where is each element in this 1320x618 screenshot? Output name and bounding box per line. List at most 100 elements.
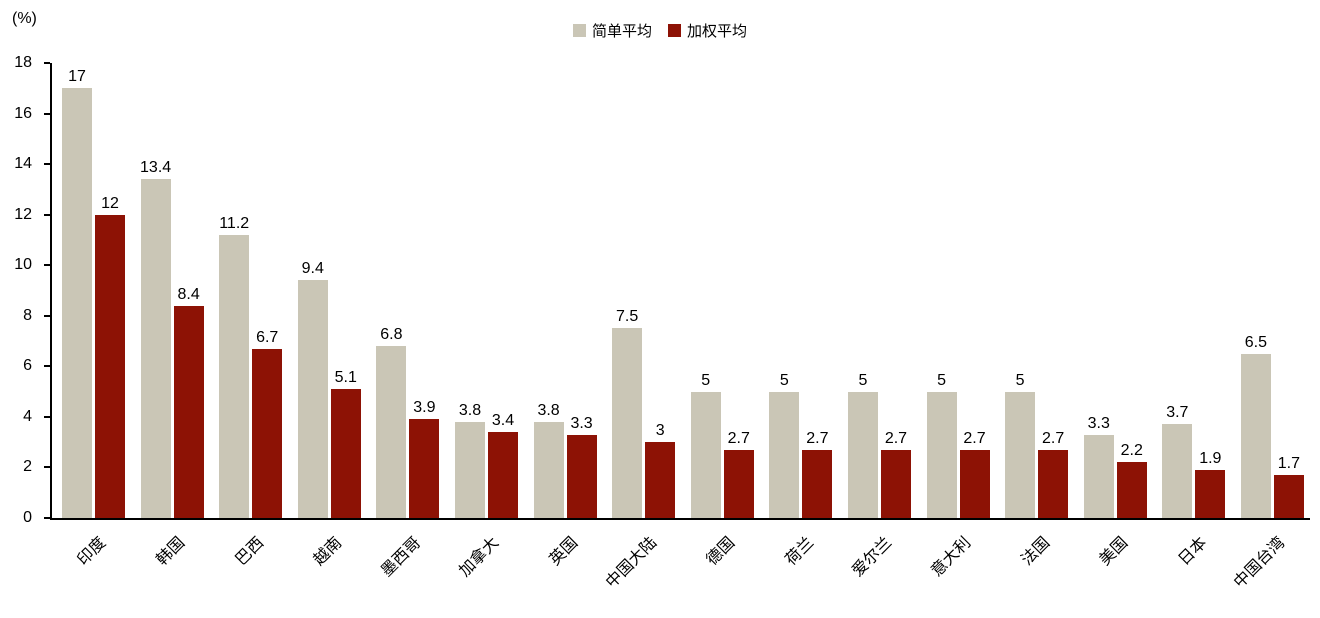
y-axis-labels: 0 2 4 6 8 10 12 14 16 18 (0, 54, 40, 526)
legend-marker-icon (572, 24, 586, 37)
value-label: 5 (1015, 371, 1025, 389)
bar-group: 5 2.7 德国 (690, 63, 754, 569)
y-tick-label: 14 (14, 155, 32, 173)
bar-column: 1.9 (1195, 63, 1226, 518)
value-label: 3.4 (491, 412, 515, 430)
bar-group: 3.7 1.9 日本 (1162, 63, 1226, 569)
bar (219, 234, 250, 518)
y-tick-label: 18 (14, 54, 32, 71)
y-axis-tick (44, 466, 50, 469)
bar (1240, 353, 1271, 518)
value-label: 2.7 (1042, 429, 1065, 447)
bar-group: 13.4 8.4 韩国 (140, 63, 204, 569)
value-label: 3 (655, 422, 665, 440)
bar (487, 432, 518, 518)
bar (926, 391, 957, 518)
bar-group: 9.4 5.1 越南 (297, 63, 361, 569)
y-axis-tick (44, 62, 50, 64)
y-axis-tick (44, 314, 50, 317)
y-axis-tick (44, 517, 50, 519)
value-label: 2.7 (727, 429, 750, 447)
bar-group: 3.8 3.3 英国 (533, 63, 597, 569)
value-label: 2.7 (806, 429, 829, 447)
bar (690, 391, 721, 518)
bar-column: 2.7 (959, 63, 990, 518)
bar-column: 8.4 (173, 63, 204, 518)
bar (847, 391, 878, 518)
value-label: 6.5 (1244, 333, 1268, 351)
value-label: 3.7 (1166, 404, 1189, 422)
bar-column: 7.5 (612, 63, 643, 518)
bar-column: 2.7 (880, 63, 911, 518)
value-label: 6.8 (380, 326, 403, 344)
bar-group: 5 2.7 法国 (1005, 63, 1069, 569)
value-label: 13.4 (140, 159, 172, 177)
value-label: 5 (937, 371, 946, 389)
plot-area: 17 12 印度 13.4 8.4 韩国 11.2 6.7 巴西 9.4 5.1 越南 6.8 3.9 墨西… (44, 62, 1310, 592)
bar-column: 5 (926, 63, 957, 518)
x-tick-label: 中国台湾 (1231, 534, 1289, 592)
x-tick-label: 韩国 (153, 534, 189, 569)
y-axis-tick (44, 163, 50, 166)
bar-group: 6.5 1.7 中国台湾 (1231, 63, 1304, 592)
y-axis-tick (44, 365, 50, 368)
bar (376, 346, 407, 518)
bar-group: 5 2.7 爱尔兰 (847, 63, 911, 580)
value-label: 5 (779, 371, 789, 389)
bar (454, 421, 485, 518)
value-label: 3.8 (537, 401, 560, 419)
bar-group: 5 2.7 荷兰 (769, 63, 833, 569)
bar-column: 17 (62, 63, 92, 518)
bar (95, 214, 125, 518)
bar-column: 2.7 (802, 63, 833, 518)
value-label: 6.7 (256, 328, 279, 346)
x-tick-label: 中国大陆 (602, 534, 660, 592)
y-axis-unit-label: (%) (12, 10, 37, 27)
bar-column: 5.1 (330, 63, 361, 518)
bar (1116, 462, 1147, 518)
bar-group: 17 12 印度 (62, 63, 125, 569)
x-tick-label: 美国 (1096, 534, 1132, 569)
value-label: 9.4 (301, 260, 324, 278)
bar (959, 449, 990, 518)
y-tick-label: 2 (23, 458, 32, 476)
value-label: 11.2 (219, 214, 250, 232)
value-label: 3.8 (458, 401, 482, 419)
bar-group: 11.2 6.7 巴西 (219, 63, 283, 569)
y-axis-tick (44, 213, 50, 216)
y-tick-label: 0 (23, 509, 32, 526)
bar (409, 419, 440, 518)
y-tick-label: 16 (14, 104, 32, 122)
value-label: 7.5 (616, 308, 639, 326)
x-tick-label: 法国 (1018, 534, 1053, 569)
bar-column: 9.4 (297, 63, 328, 518)
bar-column: 2.7 (1038, 63, 1069, 518)
value-label: 17 (68, 68, 86, 86)
value-label: 12 (101, 194, 119, 212)
bar (802, 449, 833, 518)
y-tick-label: 4 (23, 407, 32, 425)
bar-column: 3.7 (1162, 63, 1193, 518)
bar-column: 11.2 (219, 63, 250, 518)
value-label: 2.7 (963, 429, 986, 447)
bar-column: 3.3 (1083, 63, 1114, 518)
bar (297, 280, 328, 518)
value-label: 3.9 (413, 399, 436, 417)
bar-column: 3.8 (533, 63, 564, 518)
bar (566, 434, 597, 518)
value-label: 2.7 (884, 429, 908, 447)
bar (1273, 475, 1304, 518)
x-tick-label: 巴西 (232, 534, 267, 569)
value-label: 8.4 (177, 285, 200, 303)
value-label: 3.3 (570, 414, 593, 432)
bar-column: 2.7 (723, 63, 754, 518)
x-tick-label: 意大利 (928, 534, 975, 581)
bar-column: 5 (1005, 63, 1036, 518)
bar (723, 449, 754, 518)
value-label: 1.9 (1199, 449, 1222, 467)
bar (330, 389, 361, 518)
legend-marker-icon (668, 24, 681, 37)
legend-label: 简单平均 (591, 23, 652, 40)
bar (1195, 469, 1226, 518)
bar (645, 442, 676, 518)
